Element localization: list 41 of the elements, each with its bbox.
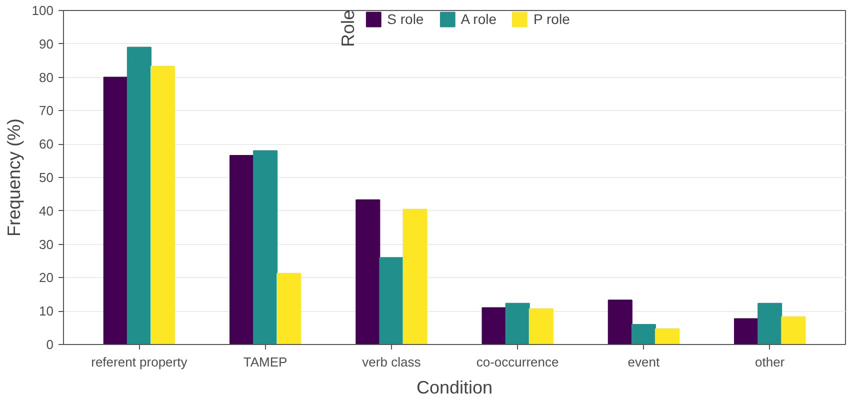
bar bbox=[379, 257, 404, 344]
y-tick-label: 40 bbox=[39, 203, 54, 218]
y-tick-label: 0 bbox=[46, 337, 54, 352]
bar bbox=[528, 308, 554, 344]
bar bbox=[631, 324, 656, 344]
y-tick-label: 20 bbox=[39, 270, 54, 286]
x-tick-label: referent property bbox=[91, 354, 188, 370]
y-tick-label: 60 bbox=[39, 136, 54, 152]
y-tick-label: 80 bbox=[39, 70, 54, 85]
legend-label: A role bbox=[460, 11, 497, 27]
bar bbox=[654, 328, 680, 344]
bar bbox=[781, 316, 806, 344]
y-tick-label: 10 bbox=[39, 304, 54, 319]
x-tick-label: other bbox=[755, 354, 786, 370]
x-tick-label: verb class bbox=[362, 354, 422, 370]
y-tick-label: 90 bbox=[39, 36, 54, 52]
bar bbox=[253, 150, 278, 344]
x-axis-title: Condition bbox=[416, 378, 493, 398]
bar bbox=[276, 272, 302, 344]
bar bbox=[150, 66, 175, 344]
legend-label: S role bbox=[387, 11, 424, 27]
bar bbox=[482, 307, 506, 344]
y-tick-label: 50 bbox=[39, 170, 54, 185]
bar bbox=[734, 318, 759, 344]
bar bbox=[356, 199, 380, 344]
bar bbox=[103, 76, 128, 344]
x-tick-label: TAMEP bbox=[243, 354, 288, 370]
bar bbox=[229, 154, 254, 344]
bar bbox=[505, 302, 530, 344]
y-tick-label: 100 bbox=[32, 3, 54, 18]
x-tick-label: event bbox=[628, 354, 660, 370]
y-tick-label: 30 bbox=[39, 236, 54, 252]
bar bbox=[758, 302, 782, 344]
bar bbox=[126, 46, 152, 344]
x-tick-label: co-occurrence bbox=[476, 354, 559, 370]
bar bbox=[608, 300, 632, 344]
y-axis-title: Frequency (%) bbox=[4, 118, 24, 237]
legend-title: Role bbox=[338, 10, 360, 48]
bar bbox=[402, 208, 428, 344]
legend-label: P role bbox=[534, 11, 570, 27]
y-tick-label: 70 bbox=[39, 103, 54, 118]
